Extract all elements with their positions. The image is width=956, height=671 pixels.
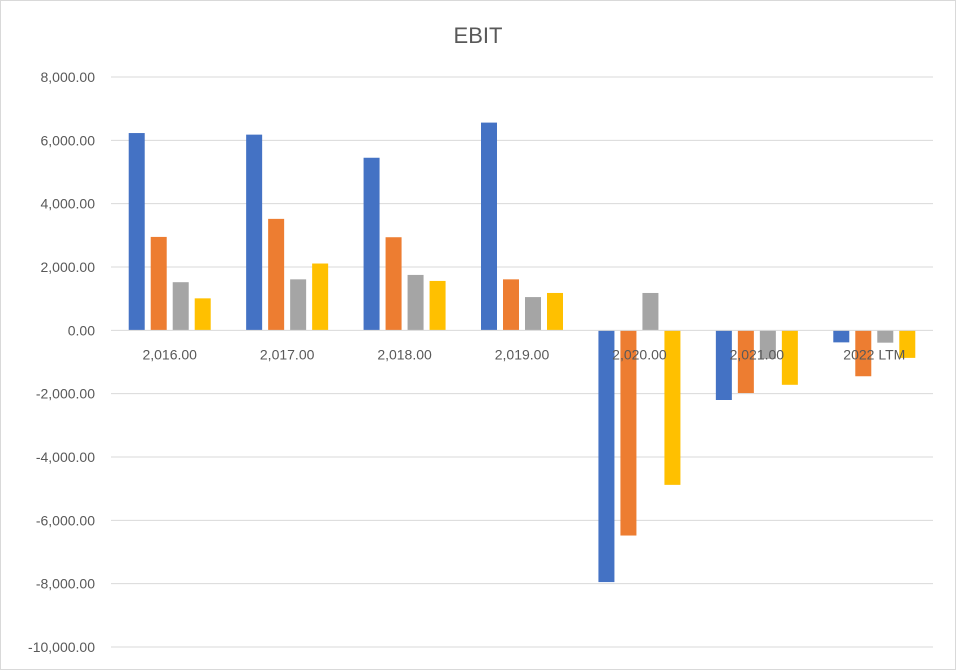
bar — [407, 274, 424, 331]
y-tick-label: -8,000.00 — [36, 576, 95, 592]
bar — [737, 330, 754, 394]
y-tick-label: 0.00 — [68, 322, 95, 338]
y-tick-label: 2,000.00 — [41, 259, 96, 275]
bar — [385, 237, 402, 331]
y-tick-label: -4,000.00 — [36, 449, 95, 465]
bar — [877, 330, 894, 343]
bar — [172, 282, 189, 331]
bar — [759, 330, 776, 359]
x-tick-label: 2,020.00 — [612, 346, 667, 362]
bar — [150, 236, 167, 331]
y-tick-label: -10,000.00 — [28, 639, 95, 655]
bar — [312, 263, 329, 331]
y-axis-tick-labels: 8,000.00 6,000.00 4,000.00 2,000.00 0.00 -2,0… — [28, 69, 95, 655]
x-tick-label: 2,019.00 — [495, 346, 550, 362]
y-tick-label: 8,000.00 — [41, 69, 96, 85]
bar — [429, 280, 446, 331]
bar — [525, 297, 541, 331]
y-tick-label: -2,000.00 — [36, 386, 95, 402]
bar — [598, 330, 615, 583]
bar — [620, 330, 637, 536]
bar — [642, 292, 659, 331]
x-tick-label: 2,016.00 — [142, 346, 197, 362]
bar — [290, 279, 307, 331]
y-tick-label: 4,000.00 — [41, 196, 96, 212]
x-axis-tick-labels: 2,016.00 2,017.00 2,018.00 2,019.00 2,020.00… — [142, 346, 905, 362]
bar — [503, 279, 519, 331]
bar — [833, 330, 850, 343]
bar — [481, 122, 497, 331]
bar — [855, 330, 872, 377]
chart-title: EBIT — [454, 23, 503, 48]
y-tick-label: -6,000.00 — [36, 512, 95, 528]
bar — [547, 292, 563, 331]
bar — [194, 298, 211, 331]
x-tick-label: 2022 LTM — [843, 346, 905, 362]
bar — [715, 330, 732, 400]
bar — [128, 133, 145, 331]
bar — [363, 157, 380, 331]
bar — [246, 134, 263, 331]
bar — [268, 218, 285, 331]
x-tick-label: 2,021.00 — [730, 346, 785, 362]
x-tick-label: 2,017.00 — [260, 346, 315, 362]
bars — [128, 122, 916, 583]
y-tick-label: 6,000.00 — [41, 132, 96, 148]
bar — [781, 330, 798, 385]
bar — [664, 330, 681, 485]
x-tick-label: 2,018.00 — [377, 346, 432, 362]
bar — [899, 330, 916, 358]
